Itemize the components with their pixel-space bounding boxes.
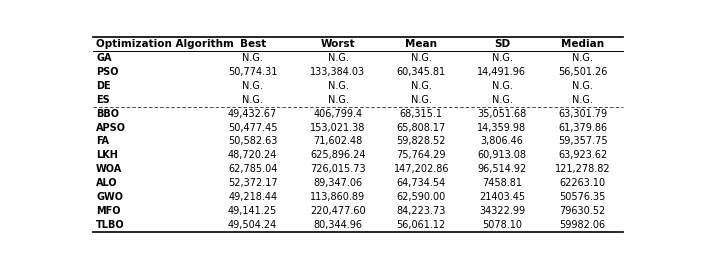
Text: N.G.: N.G. [572, 81, 593, 91]
Text: 63,923.62: 63,923.62 [558, 150, 607, 160]
Text: 56,501.26: 56,501.26 [558, 67, 607, 77]
Text: 153,021.38: 153,021.38 [310, 123, 366, 133]
Text: 3,806.46: 3,806.46 [481, 136, 523, 147]
Text: MFO: MFO [96, 206, 120, 216]
Text: 52,372.17: 52,372.17 [228, 178, 278, 188]
Text: PSO: PSO [96, 67, 119, 77]
Text: Worst: Worst [321, 39, 355, 49]
Text: 96,514.92: 96,514.92 [477, 164, 527, 174]
Text: 406,799.4: 406,799.4 [314, 109, 363, 119]
Text: 56,061.12: 56,061.12 [396, 220, 446, 230]
Text: 75,764.29: 75,764.29 [396, 150, 446, 160]
Text: 49,432.67: 49,432.67 [228, 109, 277, 119]
Text: 80,344.96: 80,344.96 [314, 220, 363, 230]
Text: 68,315.1: 68,315.1 [400, 109, 443, 119]
Text: BBO: BBO [96, 109, 119, 119]
Text: 14,491.96: 14,491.96 [477, 67, 527, 77]
Text: 49,141.25: 49,141.25 [228, 206, 277, 216]
Text: 220,477.60: 220,477.60 [310, 206, 366, 216]
Text: GWO: GWO [96, 192, 123, 202]
Text: 50,774.31: 50,774.31 [228, 67, 278, 77]
Text: N.G.: N.G. [491, 53, 512, 63]
Text: 71,602.48: 71,602.48 [314, 136, 363, 147]
Text: ES: ES [96, 95, 110, 105]
Text: 5078.10: 5078.10 [482, 220, 522, 230]
Text: N.G.: N.G. [328, 81, 349, 91]
Text: DE: DE [96, 81, 110, 91]
Text: N.G.: N.G. [243, 53, 263, 63]
Text: 113,860.89: 113,860.89 [311, 192, 366, 202]
Text: 79630.52: 79630.52 [560, 206, 606, 216]
Text: N.G.: N.G. [411, 95, 432, 105]
Text: 62,785.04: 62,785.04 [228, 164, 278, 174]
Text: 63,301.79: 63,301.79 [558, 109, 607, 119]
Text: 50576.35: 50576.35 [560, 192, 606, 202]
Text: Mean: Mean [406, 39, 437, 49]
Text: 65,808.17: 65,808.17 [396, 123, 446, 133]
Text: 14,359.98: 14,359.98 [477, 123, 527, 133]
Text: 62263.10: 62263.10 [560, 178, 606, 188]
Text: 21403.45: 21403.45 [479, 192, 525, 202]
Text: 48,720.24: 48,720.24 [228, 150, 278, 160]
Text: Best: Best [240, 39, 266, 49]
Text: N.G.: N.G. [491, 95, 512, 105]
Text: APSO: APSO [96, 123, 126, 133]
Text: ALO: ALO [96, 178, 117, 188]
Text: 49,218.44: 49,218.44 [228, 192, 277, 202]
Text: 625,896.24: 625,896.24 [310, 150, 366, 160]
Text: 7458.81: 7458.81 [482, 178, 522, 188]
Text: 61,379.86: 61,379.86 [558, 123, 607, 133]
Text: LKH: LKH [96, 150, 118, 160]
Text: 64,734.54: 64,734.54 [396, 178, 446, 188]
Text: N.G.: N.G. [491, 81, 512, 91]
Text: N.G.: N.G. [243, 81, 263, 91]
Text: FA: FA [96, 136, 109, 147]
Text: 59,828.52: 59,828.52 [396, 136, 446, 147]
Text: 62,590.00: 62,590.00 [396, 192, 446, 202]
Text: GA: GA [96, 53, 112, 63]
Text: Optimization Algorithm: Optimization Algorithm [96, 39, 234, 49]
Text: 89,347.06: 89,347.06 [314, 178, 363, 188]
Text: 59982.06: 59982.06 [560, 220, 606, 230]
Text: 133,384.03: 133,384.03 [311, 67, 366, 77]
Text: N.G.: N.G. [411, 53, 432, 63]
Text: N.G.: N.G. [328, 95, 349, 105]
Text: N.G.: N.G. [328, 53, 349, 63]
Text: WOA: WOA [96, 164, 122, 174]
Text: N.G.: N.G. [411, 81, 432, 91]
Text: 49,504.24: 49,504.24 [228, 220, 277, 230]
Text: 60,913.08: 60,913.08 [477, 150, 527, 160]
Text: 34322.99: 34322.99 [479, 206, 525, 216]
Text: 60,345.81: 60,345.81 [396, 67, 446, 77]
Text: 50,582.63: 50,582.63 [228, 136, 278, 147]
Text: TLBO: TLBO [96, 220, 124, 230]
Text: 50,477.45: 50,477.45 [228, 123, 278, 133]
Text: 35,051.68: 35,051.68 [477, 109, 527, 119]
Text: 147,202.86: 147,202.86 [394, 164, 449, 174]
Text: 726,015.73: 726,015.73 [310, 164, 366, 174]
Text: 84,223.73: 84,223.73 [396, 206, 446, 216]
Text: 59,357.75: 59,357.75 [557, 136, 607, 147]
Text: N.G.: N.G. [572, 95, 593, 105]
Text: 121,278.82: 121,278.82 [555, 164, 610, 174]
Text: N.G.: N.G. [243, 95, 263, 105]
Text: SD: SD [494, 39, 510, 49]
Text: N.G.: N.G. [572, 53, 593, 63]
Text: Median: Median [561, 39, 604, 49]
